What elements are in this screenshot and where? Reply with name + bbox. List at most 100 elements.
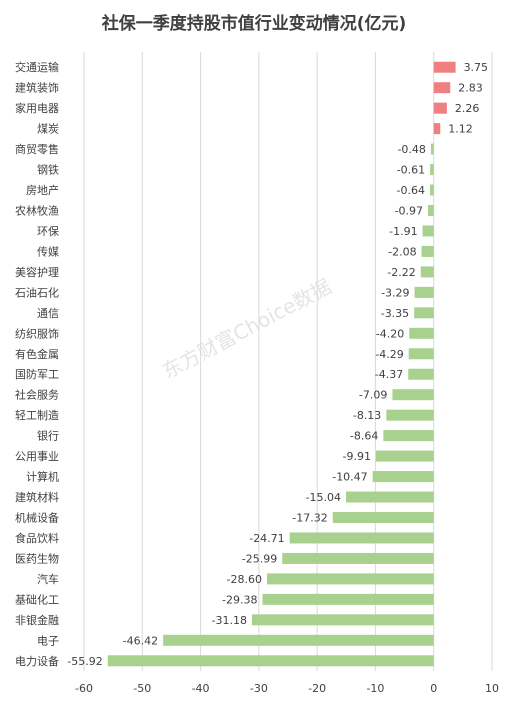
bar: [409, 327, 434, 339]
value-label: -29.38: [222, 593, 257, 606]
value-label: -2.22: [387, 266, 415, 279]
axis-layer: -60 -50 -40 -30 -20 -10 0 10: [75, 682, 499, 695]
category-label: 食品饮料: [15, 531, 59, 545]
value-label: -2.08: [388, 245, 416, 258]
category-label: 家用电器: [15, 101, 59, 115]
bar: [282, 552, 434, 564]
category-label: 电力设备: [15, 654, 59, 668]
bars-layer: [107, 61, 456, 667]
category-label: 非银金融: [15, 613, 59, 627]
value-label: 2.26: [455, 102, 480, 115]
category-label: 煤炭: [37, 123, 59, 136]
category-label: 建筑材料: [15, 490, 59, 504]
x-tick-label: -60: [75, 682, 93, 695]
value-label: -8.13: [353, 409, 381, 422]
category-label: 环保: [37, 224, 59, 238]
bar: [332, 512, 434, 523]
value-label: -3.35: [381, 307, 409, 320]
value-label: -24.71: [249, 532, 284, 545]
category-label: 美容护理: [15, 265, 59, 279]
value-label: -28.60: [227, 573, 262, 586]
bar: [420, 266, 434, 278]
bar: [422, 225, 434, 237]
bar: [289, 532, 434, 544]
bar: [414, 286, 434, 298]
value-label: 3.75: [464, 61, 489, 74]
category-label: 石油石化: [15, 285, 59, 299]
category-label: 钢铁: [37, 164, 59, 177]
bar: [386, 409, 434, 421]
bar: [408, 368, 434, 380]
value-label: -25.99: [242, 552, 277, 565]
value-label: -0.48: [397, 143, 425, 156]
x-tick-label: -50: [133, 682, 151, 695]
bar: [421, 245, 434, 257]
value-label: -46.42: [123, 634, 158, 647]
x-tick-label: -10: [366, 682, 384, 695]
category-label: 通信: [37, 307, 59, 320]
category-label: 机械设备: [15, 511, 59, 525]
category-label: 轻工制造: [15, 408, 59, 422]
value-label: -7.09: [359, 389, 387, 402]
category-label: 交通运输: [15, 60, 59, 74]
category-label: 医药生物: [15, 551, 59, 565]
value-label: -3.29: [381, 286, 409, 299]
value-label: -15.04: [306, 491, 341, 504]
category-label: 公用事业: [15, 450, 59, 463]
value-label: -0.97: [395, 205, 423, 218]
category-label: 建筑装饰: [15, 81, 59, 95]
value-label: -10.47: [332, 471, 367, 484]
category-label: 计算机: [26, 470, 59, 484]
bar: [262, 593, 434, 605]
bar: [346, 491, 434, 503]
bar: [433, 82, 451, 94]
value-label: -17.32: [292, 512, 327, 525]
chart-title: 社保一季度持股市值行业变动情况(亿元): [101, 13, 407, 34]
category-label: 电子: [37, 634, 59, 647]
bar: [430, 164, 434, 176]
value-label: 1.12: [448, 123, 473, 136]
bar: [429, 184, 434, 196]
bar: [267, 573, 434, 585]
category-label: 社会服务: [15, 388, 59, 402]
value-label: -8.64: [350, 430, 378, 443]
bar: [414, 307, 434, 319]
bar: [383, 430, 434, 442]
bar: [430, 143, 434, 155]
value-label: 2.83: [458, 82, 483, 95]
category-label: 房地产: [26, 183, 59, 197]
bar: [428, 205, 434, 216]
value-label: -31.18: [212, 614, 247, 627]
category-label: 传媒: [37, 245, 59, 258]
category-label: 银行: [37, 429, 59, 443]
category-label: 商贸零售: [15, 142, 59, 156]
x-tick-label: -40: [192, 682, 210, 695]
bar: [408, 348, 434, 360]
bar: [433, 123, 441, 135]
value-label: -0.61: [397, 164, 425, 177]
category-label: 汽车: [37, 572, 59, 586]
bar: [433, 61, 456, 73]
category-label: 纺织服饰: [15, 326, 59, 340]
x-tick-label: 10: [485, 682, 499, 695]
x-tick-label: -20: [308, 682, 326, 695]
value-label: -4.29: [375, 348, 403, 361]
category-label: 有色金属: [15, 347, 59, 361]
bar: [107, 655, 434, 667]
grid-layer: [83, 52, 493, 671]
category-label: 农林牧渔: [15, 204, 59, 218]
bar: [375, 450, 434, 462]
watermark: 东方财富Choice数据: [158, 274, 335, 383]
bar: [163, 634, 434, 646]
category-label: 基础化工: [15, 592, 59, 606]
bar: [372, 471, 434, 483]
value-label: -55.92: [67, 655, 102, 668]
value-label: -4.37: [375, 368, 403, 381]
labels-layer: 交通运输 3.75 建筑装饰 2.83 家用电器 2.26 煤炭 1.12 商贸零售 -0.48 钢…: [15, 60, 488, 668]
category-label: 国防军工: [15, 367, 59, 381]
bar: [251, 614, 434, 626]
value-label: -4.20: [376, 327, 404, 340]
bar: [433, 102, 447, 114]
